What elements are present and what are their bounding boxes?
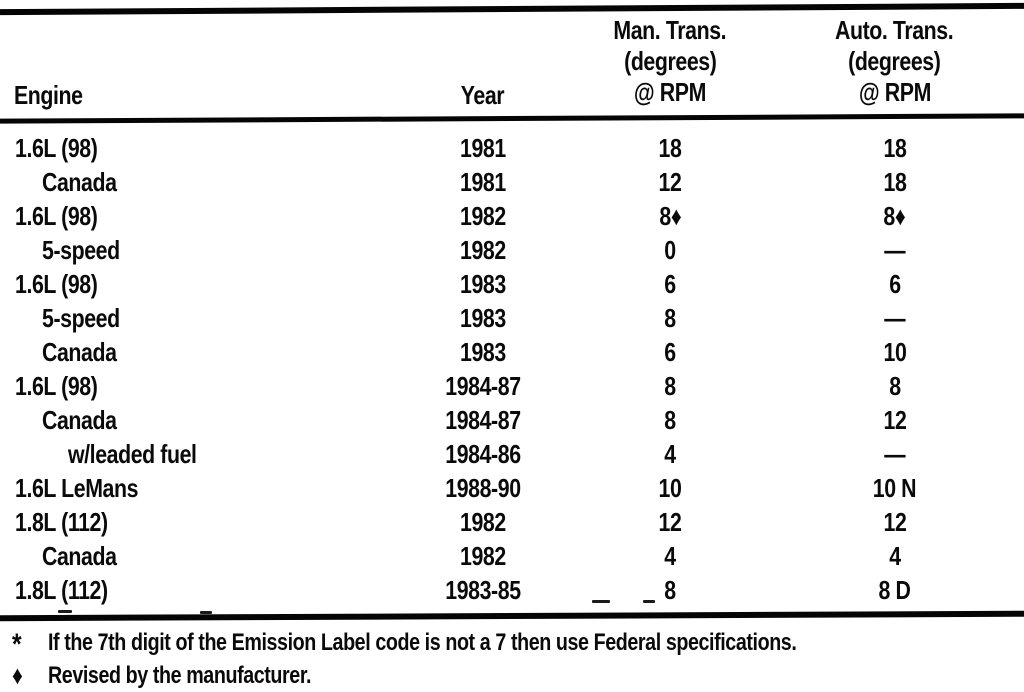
year-cell: 1983-85 — [444, 574, 521, 605]
man-trans-line-2: (degrees) — [623, 46, 717, 76]
man-trans-cell: 4 — [664, 438, 676, 469]
year-cell: 1988-90 — [444, 472, 521, 503]
man-trans-cell: 18 — [658, 132, 682, 163]
table-row: 1.8L (112) 1982 12 12 — [0, 505, 1024, 539]
scan-artifact — [58, 610, 72, 613]
header-rule — [0, 113, 1024, 124]
auto-trans-line-2: (degrees) — [848, 46, 941, 76]
column-header-engine-label: Engine — [14, 80, 83, 110]
table-row: Canada 1984-87 8 12 — [0, 403, 1024, 437]
table-row: 1.6L LeMans 1988-90 10 10 N — [0, 471, 1024, 505]
year-cell: 1981 — [459, 166, 506, 197]
auto-trans-cell: 10 — [883, 336, 906, 367]
column-header-man-trans: Man. Trans. (degrees) @ RPM — [575, 15, 765, 108]
engine-cell: Canada — [42, 540, 117, 571]
year-cell: 1982 — [459, 540, 506, 571]
column-header-engine: Engine — [0, 80, 390, 111]
auto-trans-cell: 4 — [888, 540, 901, 571]
footnote-federal-specs: * If the 7th digit of the Emission Label… — [12, 626, 1016, 661]
year-cell: 1982 — [459, 234, 506, 265]
year-cell: 1984-86 — [444, 438, 521, 469]
man-trans-line-1: Man. Trans. — [613, 15, 727, 45]
top-rule — [0, 2, 1024, 16]
man-trans-cell: 10 — [658, 472, 682, 503]
auto-trans-line-1: Auto. Trans. — [835, 15, 954, 45]
engine-cell: 5-speed — [42, 302, 120, 333]
year-cell: 1984-87 — [444, 404, 521, 435]
man-trans-cell: 12 — [658, 506, 682, 537]
man-trans-cell: 8 — [664, 404, 676, 435]
year-cell: 1983 — [459, 302, 506, 333]
auto-trans-cell: 12 — [883, 404, 906, 435]
bottom-rule — [0, 610, 1024, 622]
engine-cell: 1.6L (98) — [15, 200, 98, 231]
man-trans-cell: 4 — [664, 540, 676, 571]
man-trans-cell: 6 — [664, 336, 676, 367]
table-row: Canada 1983 6 10 — [0, 335, 1024, 369]
auto-trans-line-3: @ RPM — [858, 77, 931, 107]
year-cell: 1983 — [459, 336, 506, 367]
engine-cell: Canada — [42, 404, 117, 435]
table-header-row: Engine Year Man. Trans. (degrees) @ RPM … — [0, 15, 1024, 111]
man-trans-cell: 12 — [658, 166, 682, 197]
column-header-year-label: Year — [460, 80, 505, 110]
engine-cell: 1.6L (98) — [15, 268, 98, 299]
column-header-year: Year — [390, 80, 575, 111]
year-cell: 1981 — [459, 132, 506, 163]
table-row: 1.6L (98) 1983 6 6 — [0, 267, 1024, 301]
man-trans-cell: 6 — [664, 268, 676, 299]
footnote-revised: ♦ Revised by the manufacturer. — [12, 659, 1016, 692]
engine-cell: 1.8L (112) — [15, 506, 108, 537]
year-cell: 1984-87 — [444, 370, 521, 401]
engine-cell: 1.8L (112) — [15, 574, 108, 605]
table-body: 1.6L (98) 1981 18 18 Canada 1981 12 18 1… — [0, 131, 1024, 607]
scan-artifact — [200, 611, 212, 614]
scan-artifact — [592, 600, 610, 603]
engine-cell: w/leaded fuel — [68, 438, 197, 469]
auto-trans-cell: — — [884, 302, 905, 333]
auto-trans-cell: 12 — [883, 506, 906, 537]
table-row: 1.8L (112) 1983-85 8 8 D — [0, 573, 1024, 607]
engine-cell: 1.6L (98) — [15, 370, 98, 401]
auto-trans-cell: — — [884, 438, 905, 469]
footnotes: * If the 7th digit of the Emission Label… — [12, 626, 1016, 692]
footnote-text: Revised by the manufacturer. — [48, 662, 312, 689]
auto-trans-cell: 8♦ — [883, 200, 906, 231]
auto-trans-cell: 8 — [888, 370, 901, 401]
man-trans-cell: 8 — [664, 574, 676, 605]
table-row: 1.6L (98) 1982 8♦ 8♦ — [0, 199, 1024, 233]
scan-artifact — [643, 600, 655, 603]
auto-trans-cell: 8 D — [878, 574, 911, 605]
man-trans-cell: 0 — [664, 234, 676, 265]
table-row: 1.6L (98) 1984-87 8 8 — [0, 369, 1024, 403]
diamond-marker-icon: ♦ — [12, 660, 23, 690]
table-row: Canada 1981 12 18 — [0, 165, 1024, 199]
table-row: Canada 1982 4 4 — [0, 539, 1024, 573]
auto-trans-cell: — — [884, 234, 905, 265]
footnote-text: If the 7th digit of the Emission Label c… — [48, 629, 797, 656]
auto-trans-cell: 6 — [888, 268, 901, 299]
column-header-auto-trans: Auto. Trans. (degrees) @ RPM — [765, 15, 1024, 108]
man-trans-cell: 8 — [664, 302, 676, 333]
table-row: w/leaded fuel 1984-86 4 — — [0, 437, 1024, 471]
auto-trans-cell: 10 N — [872, 472, 917, 503]
man-trans-line-3: @ RPM — [633, 77, 707, 107]
man-trans-cell: 8 — [664, 370, 676, 401]
engine-cell: 1.6L (98) — [15, 132, 98, 163]
table-row: 5-speed 1982 0 — — [0, 233, 1024, 267]
engine-cell: 5-speed — [42, 234, 120, 265]
year-cell: 1982 — [459, 200, 506, 231]
engine-cell: Canada — [42, 166, 117, 197]
table-row: 5-speed 1983 8 — — [0, 301, 1024, 335]
engine-cell: Canada — [42, 336, 117, 367]
man-trans-cell: 8♦ — [659, 200, 681, 231]
year-cell: 1982 — [459, 506, 506, 537]
engine-cell: 1.6L LeMans — [15, 472, 139, 503]
auto-trans-cell: 18 — [883, 166, 906, 197]
table-row: 1.6L (98) 1981 18 18 — [0, 131, 1024, 165]
auto-trans-cell: 18 — [883, 132, 906, 163]
asterisk-marker-icon: * — [12, 628, 22, 661]
year-cell: 1983 — [459, 268, 506, 299]
